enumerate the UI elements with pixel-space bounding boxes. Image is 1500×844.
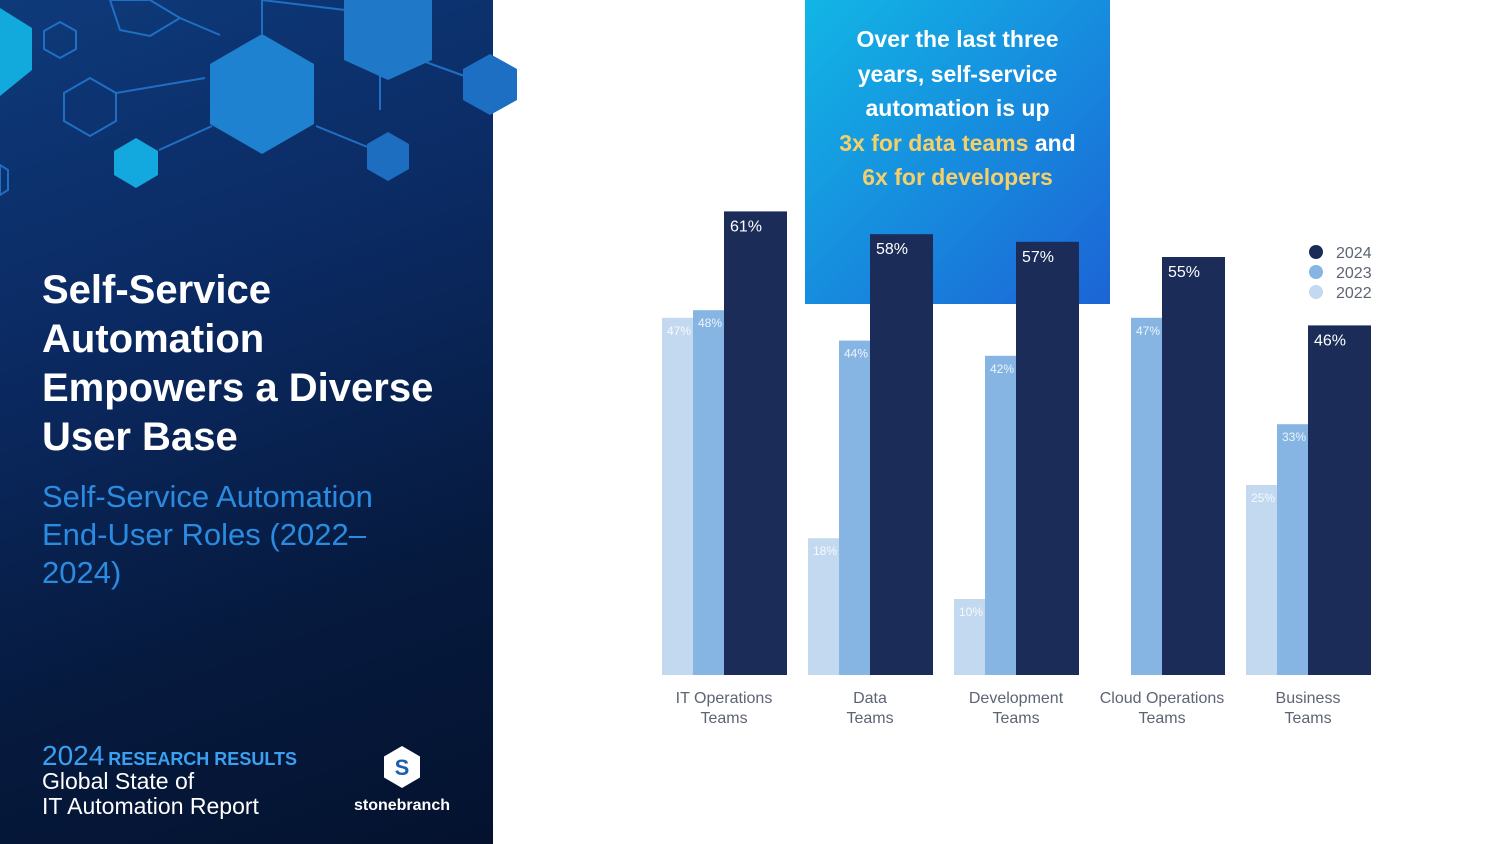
bar-2024 — [870, 234, 933, 675]
callout-line-3: automation is up — [865, 95, 1050, 121]
bar-2023 — [1277, 424, 1309, 675]
report-heading: 2024 RESEARCH RESULTS — [42, 740, 297, 772]
callout-line-1: Over the last three — [856, 26, 1059, 52]
bar-2023 — [839, 340, 871, 675]
legend-marker-2023 — [1309, 265, 1323, 279]
data-label: 33% — [1282, 430, 1306, 444]
category-label: Data — [853, 690, 887, 707]
hexagon-edge — [463, 54, 517, 115]
legend-label-2022: 2022 — [1336, 285, 1372, 302]
data-label: 10% — [959, 605, 983, 619]
category-label: Teams — [700, 710, 747, 727]
category-label: Development — [969, 690, 1064, 707]
report-name-line-1: Global State of — [42, 768, 195, 794]
callout-line-4: 3x for data teams and — [805, 126, 1110, 161]
legend-marker-2022 — [1309, 285, 1323, 299]
data-label: 47% — [667, 324, 691, 338]
report-tag: RESEARCH RESULTS — [108, 749, 297, 769]
bar-2024 — [1016, 241, 1079, 676]
bar-2022 — [954, 599, 986, 675]
callout-highlight-developers: 6x for developers — [862, 164, 1053, 190]
category-label: Teams — [1284, 710, 1331, 727]
category-label: IT Operations — [676, 690, 773, 707]
data-label: 46% — [1314, 332, 1346, 349]
bar-2024 — [724, 211, 787, 675]
data-label: 25% — [1251, 491, 1275, 505]
category-label: Teams — [846, 710, 893, 727]
legend-marker-2024 — [1309, 245, 1323, 259]
callout-highlight-data-teams: 3x for data teams — [839, 129, 1029, 156]
legend-label-2024: 2024 — [1336, 245, 1372, 262]
svg-text:S: S — [395, 755, 410, 780]
hexagon-blue-top — [344, 0, 432, 80]
chart-subtitle: Self-Service Automation End-User Roles (… — [42, 479, 373, 590]
hexagon-cyan-left — [0, 8, 32, 96]
category-label: Business — [1276, 690, 1341, 707]
data-label: 47% — [1136, 324, 1160, 338]
category-label: Teams — [1138, 710, 1185, 727]
hexagon-cyan-small — [114, 138, 158, 188]
data-label: 44% — [844, 347, 868, 361]
hexagon-blue-small — [367, 132, 409, 181]
bar-2022 — [808, 538, 840, 675]
legend-label-2023: 2023 — [1336, 265, 1372, 282]
data-label: 42% — [990, 362, 1014, 376]
stonebranch-logo-icon: S — [384, 746, 420, 788]
callout-text: Over the last three years, self-service … — [805, 22, 1110, 195]
bar-2023 — [985, 355, 1017, 675]
brand-name: stonebranch — [353, 797, 450, 814]
bar-2023 — [1131, 317, 1163, 675]
report-year: 2024 — [42, 740, 105, 771]
bar-2024 — [1162, 257, 1225, 675]
callout-line-5: 6x for developers — [805, 160, 1110, 195]
category-label: Cloud Operations — [1100, 690, 1225, 707]
data-label: 57% — [1022, 249, 1054, 266]
report-name-line-2: IT Automation Report — [42, 793, 259, 819]
bar-2022 — [1246, 485, 1278, 675]
data-label: 58% — [876, 241, 908, 258]
hexagon-pattern — [0, 0, 471, 197]
bar-2022 — [662, 317, 694, 675]
data-label: 55% — [1168, 264, 1200, 281]
page-title: Self-Service Automation Empowers a Diver… — [42, 268, 434, 459]
category-label: Teams — [992, 710, 1039, 727]
bar-2024 — [1308, 325, 1371, 675]
data-label: 48% — [698, 316, 722, 330]
bar-2023 — [693, 310, 725, 675]
hexagon-blue-large — [210, 34, 314, 154]
data-label: 18% — [813, 544, 837, 558]
left-panel: Self-Service Automation Empowers a Diver… — [0, 0, 493, 844]
data-label: 61% — [730, 218, 762, 235]
callout-line-2: years, self-service — [857, 60, 1058, 87]
callout-line-4-rest: and — [1028, 129, 1076, 156]
